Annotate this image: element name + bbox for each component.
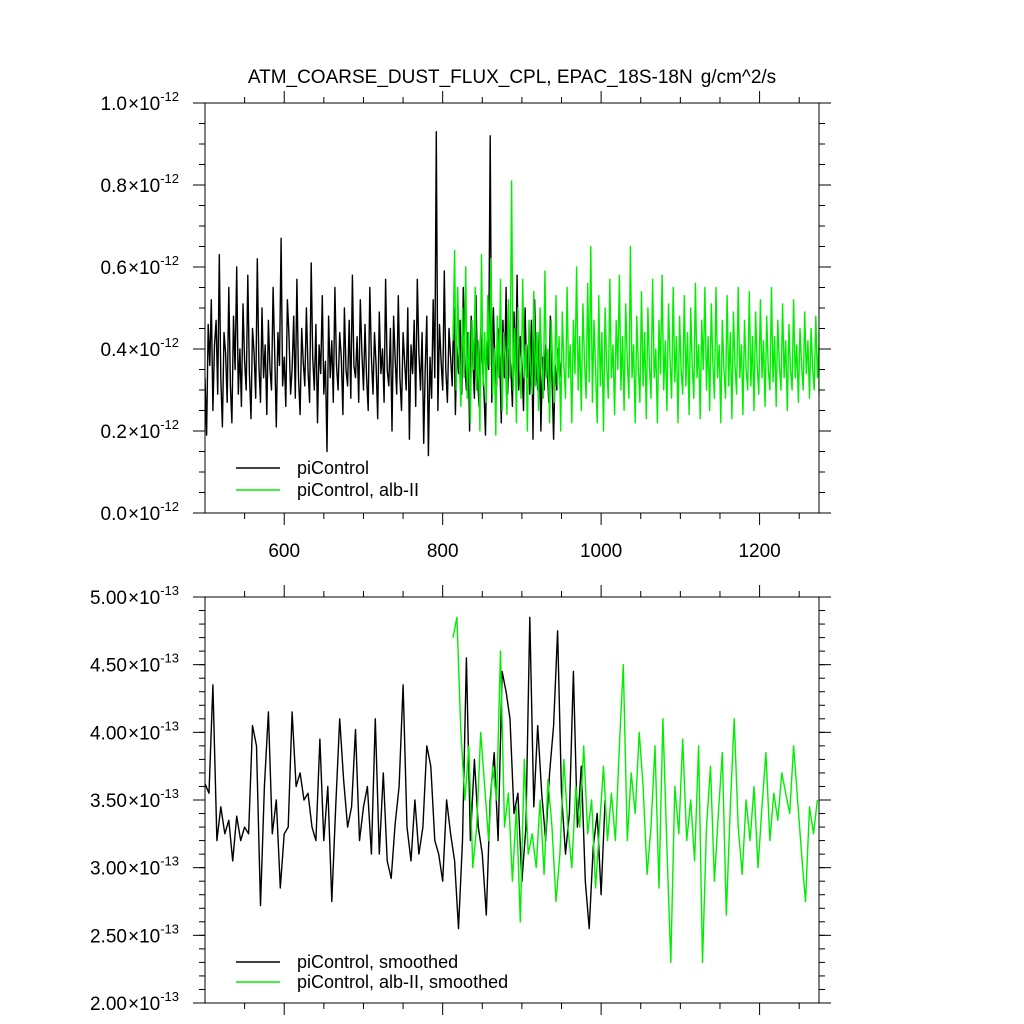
top-axis-ticks: 600 800 1000 1200 0.0×10-12 0.2×10-12 0.4×10-1…	[101, 89, 831, 562]
top-series-group	[205, 130, 819, 457]
y-tick-label: 4.50×10-13	[90, 651, 179, 677]
y-tick-label: 2.00×10-13	[90, 989, 179, 1015]
series-line-1-1	[452, 616, 819, 964]
y-tick-label: 0.8×10-12	[101, 171, 179, 197]
x-tick-label: 1200	[738, 541, 780, 562]
x-tick-label: 1000	[580, 541, 622, 562]
legend-label-alb-ii: piControl, alb-II	[297, 480, 419, 500]
legend-label-picontrol: piControl	[297, 458, 369, 478]
bottom-axis-ticks: 2.00×10-13 2.50×10-13 3.00×10-13 3.50×10-13…	[90, 583, 831, 1015]
legend-label-alb-ii-smoothed: piControl, alb-II, smoothed	[297, 972, 508, 992]
x-tick-label: 800	[427, 541, 459, 562]
y-tick-label: 0.6×10-12	[101, 253, 179, 279]
series-line-1-0	[205, 616, 606, 930]
chart-title-text: ATM_COARSE_DUST_FLUX_CPL, EPAC_18S-18N	[248, 67, 693, 88]
y-tick-label: 0.4×10-12	[101, 335, 179, 361]
y-tick-label: 3.00×10-13	[90, 854, 179, 880]
series-line-0-1	[452, 180, 819, 436]
bottom-legend: piControl, smoothed piControl, alb-II, s…	[236, 952, 508, 992]
bottom-panel: 2.00×10-13 2.50×10-13 3.00×10-13 3.50×10-13…	[90, 583, 831, 1015]
y-tick-label: 2.50×10-13	[90, 921, 179, 947]
y-tick-label: 5.00×10-13	[90, 583, 179, 609]
chart-title: ATM_COARSE_DUST_FLUX_CPL, EPAC_18S-18N g/…	[248, 67, 776, 88]
y-tick-label: 3.50×10-13	[90, 786, 179, 812]
y-tick-label: 0.0×10-12	[101, 499, 179, 525]
y-tick-label: 0.2×10-12	[101, 417, 179, 443]
top-legend: piControl piControl, alb-II	[236, 458, 419, 500]
top-panel: ATM_COARSE_DUST_FLUX_CPL, EPAC_18S-18N g/…	[101, 67, 831, 562]
legend-label-picontrol-smoothed: piControl, smoothed	[297, 952, 458, 972]
y-tick-label: 1.0×10-12	[101, 89, 179, 115]
bottom-series-group	[205, 616, 819, 964]
chart-units: g/cm^2/s	[701, 67, 776, 88]
y-tick-label: 4.00×10-13	[90, 718, 179, 744]
x-tick-label: 600	[268, 541, 300, 562]
